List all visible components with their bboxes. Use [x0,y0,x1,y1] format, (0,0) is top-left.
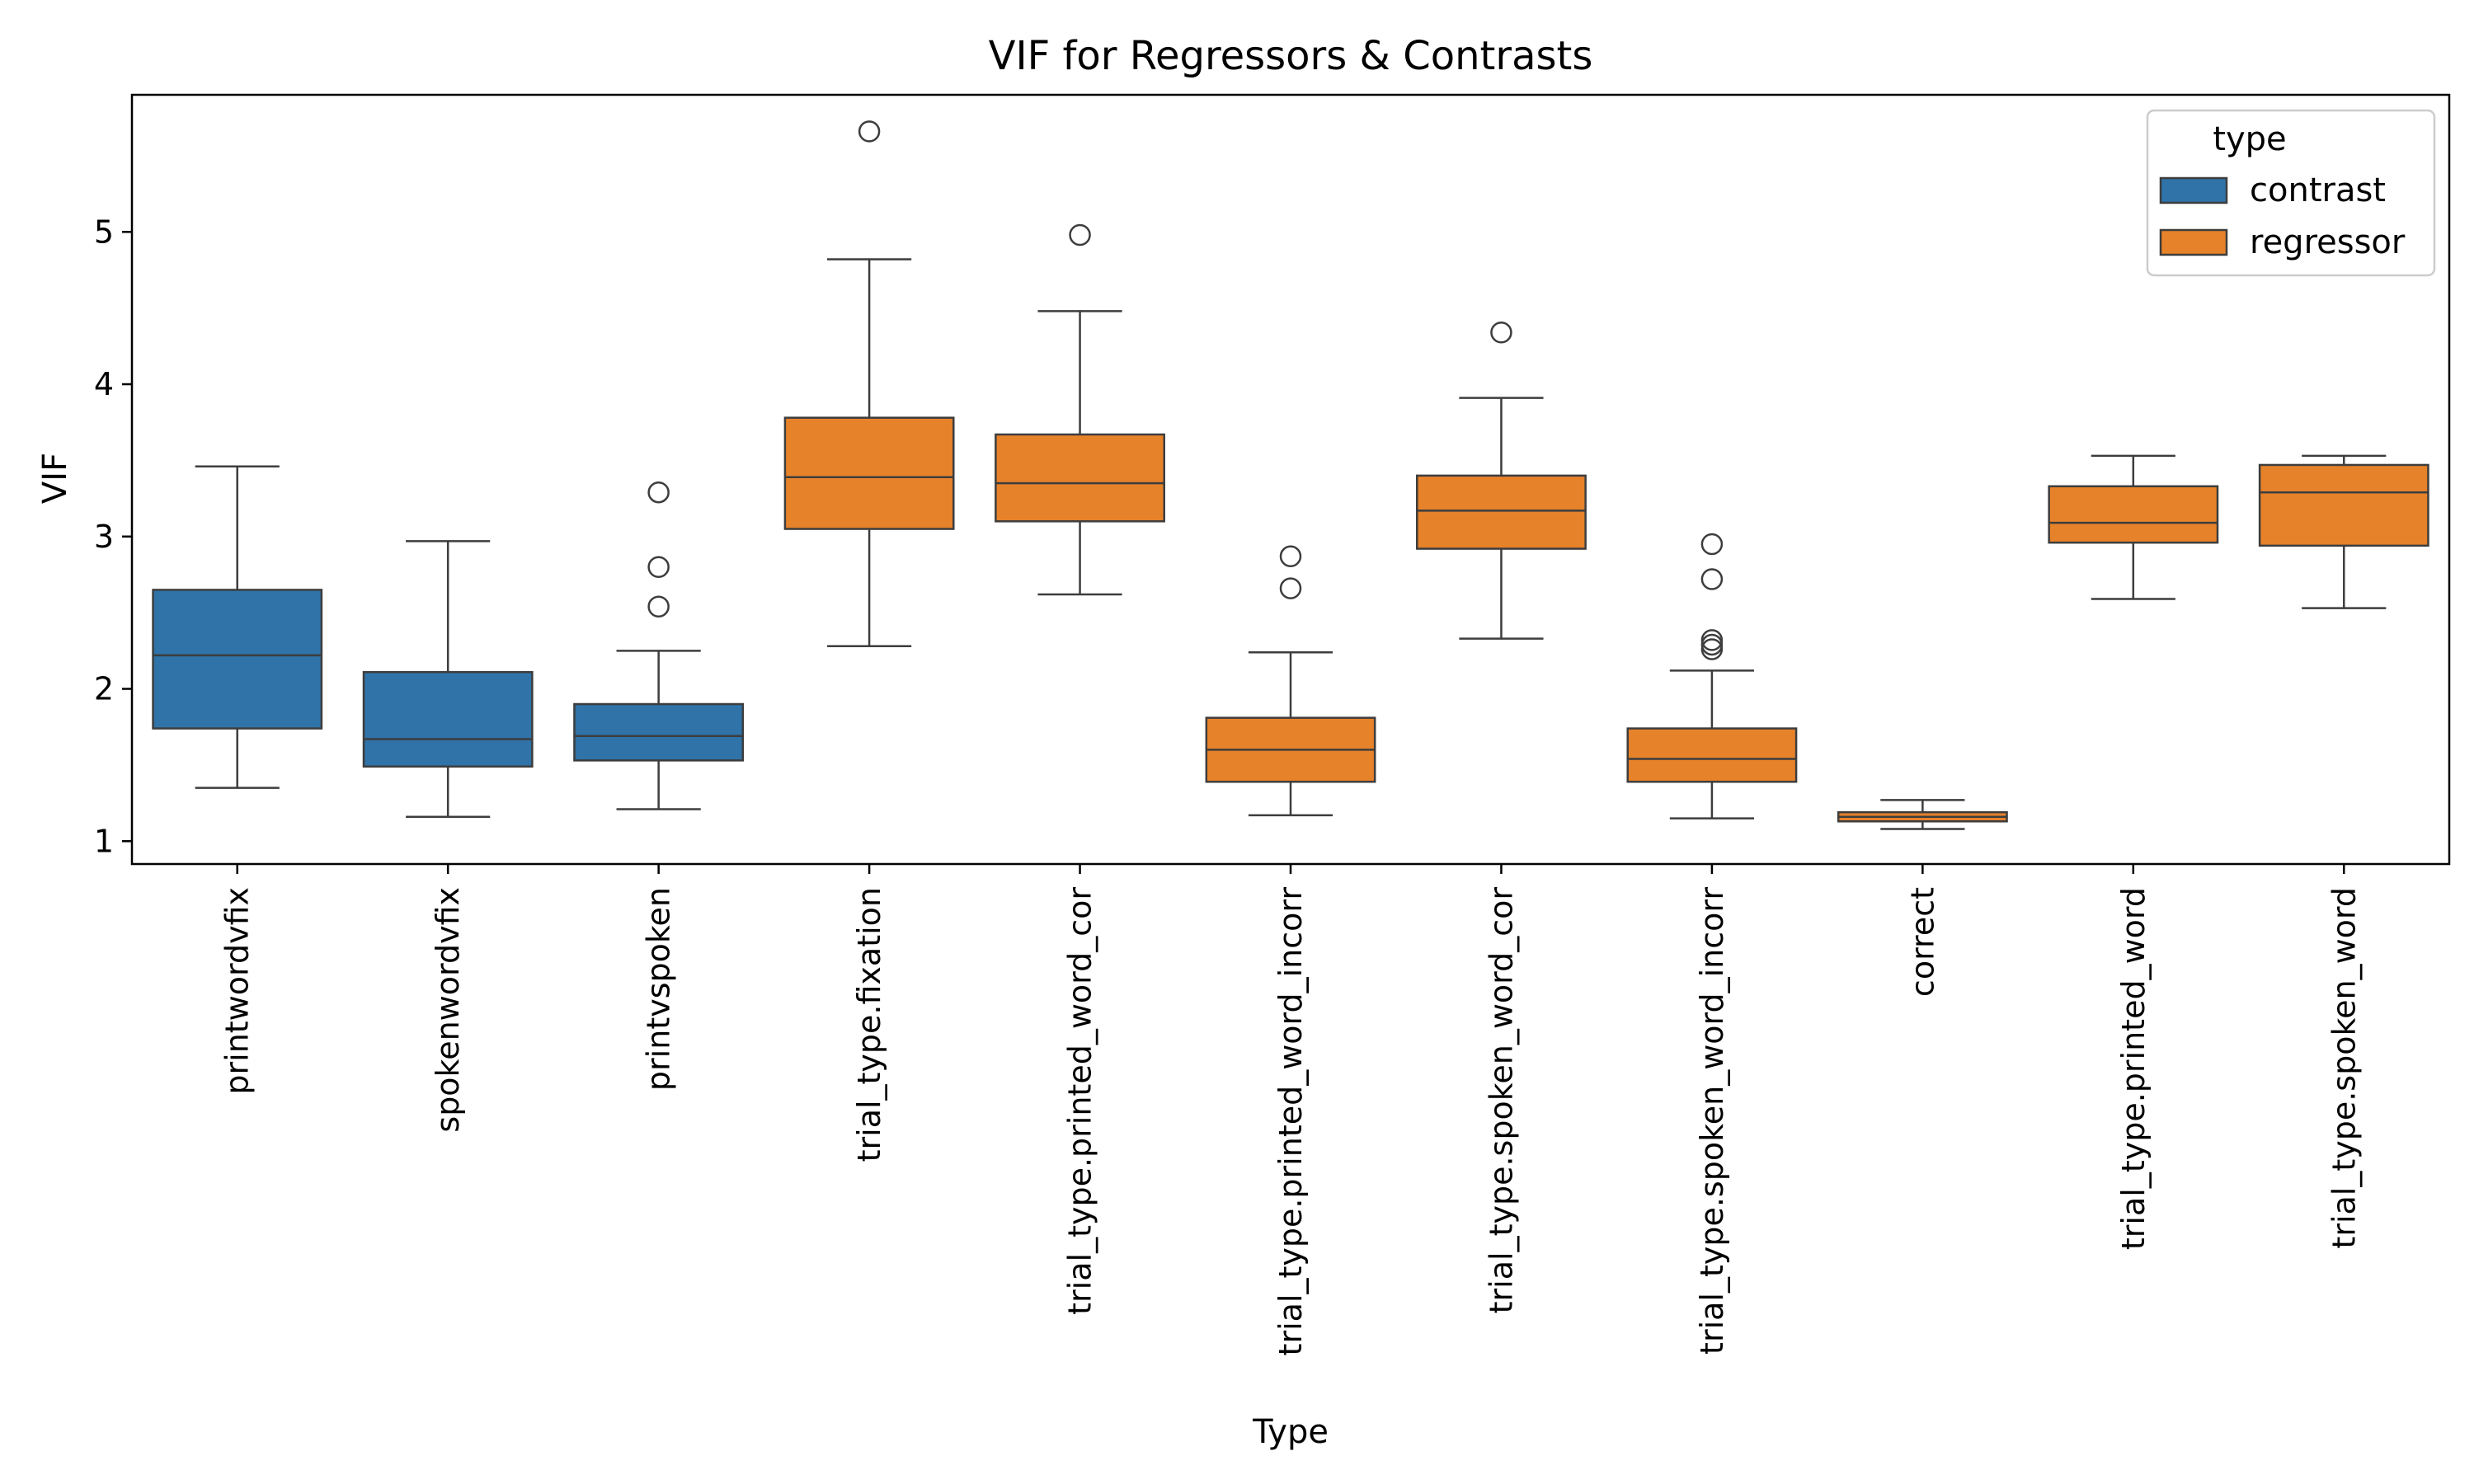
outlier-point [1700,533,1724,556]
box-group [573,481,745,810]
outlier-point [858,120,881,143]
x-tick-label: trial_type.printed_word [2115,887,2152,1250]
box-group [2258,454,2429,609]
x-tick-label: spokenwordvfix [430,887,466,1133]
y-tick-label: 5 [94,214,114,250]
x-axis-label: Type [1252,1413,1329,1451]
box-group [783,120,955,648]
y-axis-label: VIF [36,453,74,504]
legend-title: type [2213,120,2286,158]
y-tick-label: 4 [94,366,114,402]
box-body [2048,485,2219,544]
box-body [362,670,534,768]
x-tick-label: trial_type.spoken_word_incorr [1694,887,1730,1355]
box-group [1205,545,1376,817]
box-group [1416,321,1587,640]
legend-swatch-regressor [2159,228,2228,256]
box-group [152,465,323,789]
box-body [783,416,955,530]
outlier-point [1069,223,1091,247]
x-tick-label: printwordvfix [219,887,256,1095]
outlier-point [1279,577,1302,599]
box-group [1837,799,2008,830]
box-group [2048,454,2219,600]
y-tick-label: 2 [94,671,114,707]
x-tick-label: printvspoken [641,887,677,1091]
chart-title: VIF for Regressors & Contrasts [989,33,1593,79]
box-body [995,433,1165,523]
box-body [573,702,745,762]
box-body [1626,727,1798,783]
legend-swatch-contrast [2159,176,2228,204]
legend-label-contrast: contrast [2250,171,2386,209]
outlier-point [1700,633,1724,656]
y-tick-label: 3 [94,519,114,555]
x-tick-label: trial_type.fixation [851,887,887,1162]
outlier-point [1700,568,1724,590]
box-body [2258,463,2429,547]
box-body [152,589,323,730]
outlier-point [647,556,670,578]
x-tick-label: trial_type.printed_word_cor [1062,887,1098,1315]
x-tick-label: trial_type.spoken_word_cor [1483,887,1519,1314]
y-tick-label: 1 [94,823,114,859]
x-tick-label: correct [1904,887,1940,997]
box-group [362,540,534,818]
outlier-point [1279,545,1302,568]
x-tick-label: trial_type.spoken_word [2326,887,2362,1249]
box-body [1416,474,1587,550]
outlier-point [1490,321,1512,344]
outlier-point [647,481,670,504]
outlier-point [647,595,670,618]
box-group [1626,533,1798,819]
plot-area: 1 2 3 4 5 printwordvfix spokenwordvfix printvsp… [94,93,2451,1356]
legend-label-regressor: regressor [2250,223,2406,261]
x-tick-label: trial_type.printed_word_incorr [1272,887,1309,1356]
outlier-point [1700,629,1724,651]
box-group [995,223,1165,596]
legend: type contrast regressor [2146,109,2436,277]
